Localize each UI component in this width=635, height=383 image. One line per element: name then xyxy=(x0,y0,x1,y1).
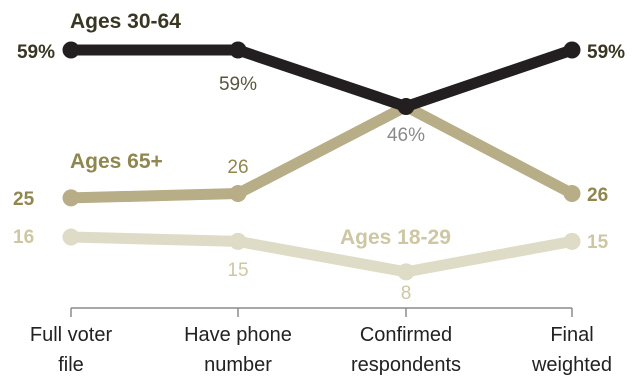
data-point xyxy=(62,228,80,246)
series-line-ages-65- xyxy=(65,101,578,204)
data-point xyxy=(563,185,581,203)
data-label: 46% xyxy=(387,125,425,146)
data-label: 15 xyxy=(227,260,248,281)
data-point xyxy=(229,185,247,203)
data-label: 8 xyxy=(401,283,412,304)
data-point xyxy=(229,41,247,59)
data-label: 15 xyxy=(587,232,609,253)
data-point xyxy=(563,41,581,59)
data-label: 59% xyxy=(587,42,625,63)
data-label: 26 xyxy=(227,157,248,178)
data-point xyxy=(62,189,80,207)
data-point xyxy=(563,232,581,250)
series-label-ages-18-29: Ages 18-29 xyxy=(340,226,451,249)
x-tick-label: number xyxy=(204,354,272,376)
data-label: 59% xyxy=(17,42,55,63)
series-line-ages-30-64 xyxy=(65,44,578,113)
x-tick-label: Final xyxy=(550,324,593,346)
data-point xyxy=(397,263,415,281)
x-tick-label: weighted xyxy=(531,354,612,376)
series-label-ages-65-plus: Ages 65+ xyxy=(70,150,163,173)
data-label: 25 xyxy=(13,189,35,210)
data-point xyxy=(62,41,80,59)
x-tick-label: Have phone xyxy=(184,324,292,346)
data-label: 59% xyxy=(219,74,257,95)
x-tick-label: Full voter xyxy=(30,324,113,346)
data-label: 26 xyxy=(587,185,608,206)
series-label-ages-30-64: Ages 30-64 xyxy=(70,10,181,33)
x-tick-label: Confirmed xyxy=(360,324,452,346)
data-point xyxy=(229,232,247,250)
x-tick-label: respondents xyxy=(351,354,461,376)
series-line-ages-18-29 xyxy=(65,231,578,278)
x-tick-label: file xyxy=(58,354,84,376)
data-label: 16 xyxy=(13,227,34,248)
data-point xyxy=(397,98,415,116)
